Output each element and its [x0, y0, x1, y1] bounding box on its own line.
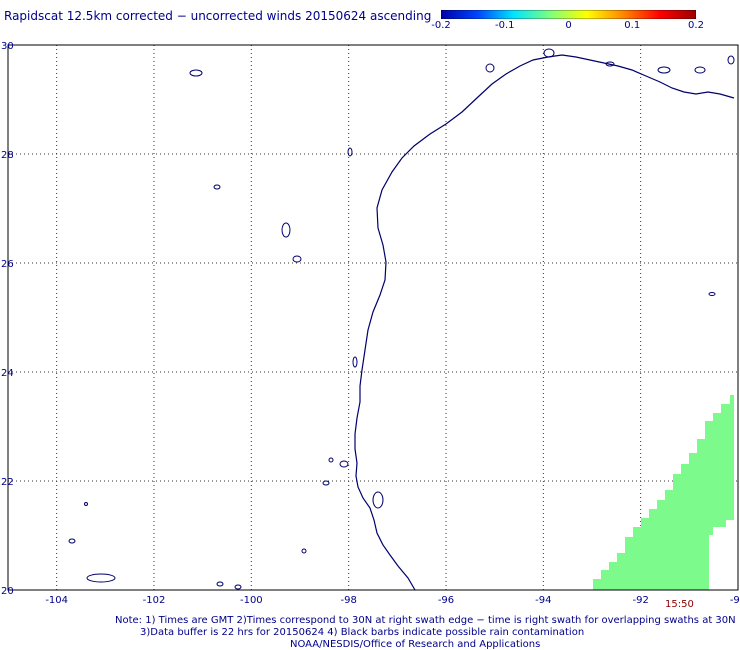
lat-tick-label: 22 — [1, 477, 14, 488]
lat-tick-label: 30 — [1, 41, 14, 52]
island-outline — [657, 66, 671, 74]
lon-tick-label: -100 — [240, 595, 263, 606]
swath-time-label: 15:50 — [665, 599, 694, 610]
lat-tick-label: 24 — [1, 368, 14, 379]
island-outline — [543, 48, 555, 58]
note-line-2: 3)Data buffer is 22 hrs for 20150624 4) … — [140, 627, 585, 638]
lon-tick-label: -96 — [438, 595, 454, 606]
color-scale-tick-label: 0 — [565, 20, 572, 31]
coastline-mainland — [354, 54, 735, 591]
map-grid — [8, 44, 739, 591]
map-title: Rapidscat 12.5km corrected − uncorrected… — [4, 9, 432, 23]
color-scale-tick-label: 0.2 — [688, 20, 704, 31]
island-outline — [84, 502, 88, 506]
coastline — [68, 48, 735, 591]
island-outline — [694, 66, 706, 74]
map-frame — [7, 44, 739, 591]
lon-tick-label: -98 — [340, 595, 356, 606]
island-outline — [216, 581, 224, 587]
lon-tick-label: -94 — [535, 595, 551, 606]
island-outline — [292, 255, 302, 263]
island-outline — [322, 480, 330, 486]
color-scale-bar — [441, 10, 696, 19]
island-outline — [708, 292, 716, 296]
island-outline — [352, 356, 358, 368]
island-outline — [347, 147, 353, 157]
lat-tick-label: 28 — [1, 150, 14, 161]
note-line-1: Note: 1) Times are GMT 2)Times correspon… — [115, 615, 736, 626]
island-outline — [234, 584, 242, 590]
island-outline — [86, 573, 116, 583]
island-outline — [727, 55, 735, 65]
island-outline — [605, 61, 615, 67]
axis-ticks: -104 -102 -100 -98 -96 -94 -92 -90 30 28 26 24 22 20 — [1, 41, 740, 606]
island-outline — [68, 538, 76, 544]
lat-tick-label: 26 — [1, 259, 14, 270]
lon-tick-label: -104 — [45, 595, 68, 606]
swath-region — [593, 395, 734, 590]
island-outline — [339, 460, 349, 468]
island-outline — [485, 63, 495, 73]
island-outline — [189, 69, 203, 77]
color-scale-tick-label: -0.2 — [431, 20, 451, 31]
color-scale-tick-label: -0.1 — [494, 20, 515, 31]
island-outline — [301, 548, 307, 554]
lon-tick-label: -102 — [143, 595, 166, 606]
wind-swath — [593, 395, 734, 590]
island-outline — [372, 491, 384, 509]
note-line-3: NOAA/NESDIS/Office of Research and Appli… — [290, 639, 541, 650]
color-scale-tick-label: 0.1 — [624, 20, 641, 31]
lon-tick-label: -90 — [730, 595, 740, 606]
island-outline — [328, 457, 334, 463]
island-outline — [213, 184, 221, 190]
island-outline — [281, 222, 291, 238]
lon-tick-label: -92 — [632, 595, 648, 606]
lat-tick-label: 20 — [1, 586, 14, 597]
